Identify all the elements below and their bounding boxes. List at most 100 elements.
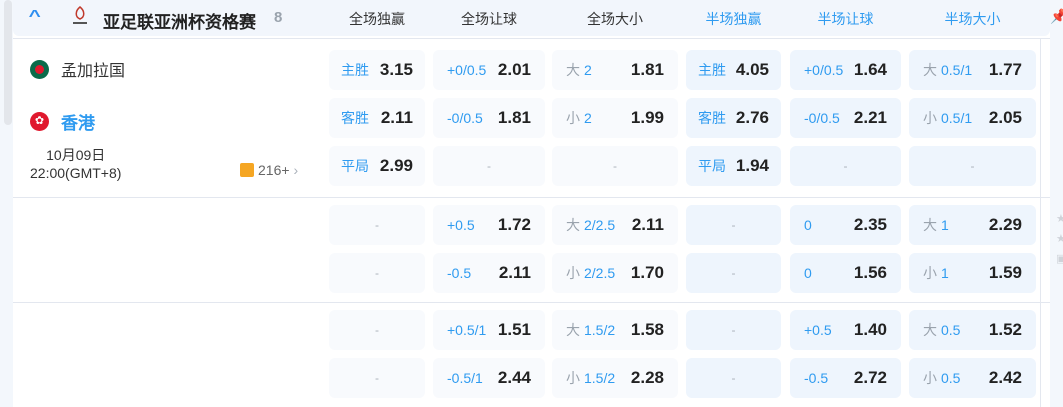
- away-team[interactable]: ✿ 香港: [30, 109, 95, 134]
- odds-cell: -: [329, 310, 425, 350]
- bet-line: -0.5/1: [447, 370, 483, 386]
- bet-line: 1: [941, 217, 949, 233]
- odds-cell[interactable]: +0.5 1.40: [790, 310, 901, 350]
- odds-value: 2.72: [853, 368, 887, 387]
- odds-cell[interactable]: -0/0.5 2.21: [790, 98, 901, 138]
- odds-cell[interactable]: +0/0.5 2.01: [433, 50, 545, 90]
- bet-line: 2: [584, 62, 592, 78]
- odds-cell: -: [790, 146, 901, 186]
- bet-side: 大: [923, 322, 937, 338]
- divider: [13, 38, 1050, 39]
- bet-side: 大: [923, 217, 937, 233]
- odds-cell: -: [552, 146, 678, 186]
- bet-line: 平局: [698, 158, 726, 174]
- star-icon[interactable]: ★: [1056, 233, 1063, 245]
- odds-cell[interactable]: 客胜 2.11: [329, 98, 425, 138]
- bet-side: 小: [923, 265, 937, 281]
- bet-line: +0/0.5: [804, 62, 844, 78]
- odds-cell[interactable]: 小 2 1.99: [552, 98, 678, 138]
- odds-cell[interactable]: 小 0.5/1 2.05: [909, 98, 1036, 138]
- bet-line: +0.5: [447, 217, 475, 233]
- odds-cell[interactable]: 0 1.56: [790, 253, 901, 293]
- odds-cell[interactable]: -0.5/1 2.44: [433, 358, 545, 398]
- odds-cell[interactable]: +0.5/1 1.51: [433, 310, 545, 350]
- odds-cell[interactable]: 小 1.5/2 2.28: [552, 358, 678, 398]
- odds-cell: -: [686, 358, 781, 398]
- empty-odds: -: [613, 159, 617, 173]
- more-markets-link[interactable]: 216+ ›: [240, 162, 298, 178]
- divider: [13, 197, 1050, 198]
- bet-line: 1.5/2: [584, 370, 616, 386]
- bet-line: 1.5/2: [584, 322, 616, 338]
- odds-cell[interactable]: 客胜 2.76: [686, 98, 781, 138]
- odds-value: 1.70: [630, 263, 664, 282]
- odds-cell: -: [329, 205, 425, 245]
- odds-cell[interactable]: 大 2/2.5 2.11: [552, 205, 678, 245]
- odds-value: 1.72: [497, 215, 531, 234]
- odds-value: 2.42: [988, 368, 1022, 387]
- bet-line: 客胜: [698, 110, 726, 126]
- bet-line: 0.5: [941, 370, 961, 386]
- bet-line: 客胜: [341, 110, 369, 126]
- home-team[interactable]: 孟加拉国: [30, 57, 125, 81]
- empty-odds: -: [731, 323, 736, 337]
- scrollbar[interactable]: [4, 0, 12, 125]
- empty-odds: -: [375, 266, 379, 280]
- odds-cell[interactable]: 小 2/2.5 1.70: [552, 253, 678, 293]
- odds-value: 1.52: [988, 320, 1022, 339]
- match-datetime: 10月09日 22:00(GMT+8): [30, 146, 121, 182]
- odds-cell[interactable]: 主胜 4.05: [686, 50, 781, 90]
- odds-value: 1.64: [853, 60, 887, 79]
- column-header: 全场独赢: [349, 11, 405, 27]
- odds-value: 2.28: [630, 368, 664, 387]
- empty-odds: -: [731, 218, 736, 232]
- odds-cell[interactable]: 平局 1.94: [686, 146, 781, 186]
- stats-icon[interactable]: ▣: [1056, 253, 1063, 265]
- odds-cell: -: [686, 205, 781, 245]
- bet-side: 小: [566, 370, 580, 386]
- odds-cell[interactable]: 小 0.5 2.42: [909, 358, 1036, 398]
- away-team-name: 香港: [61, 114, 95, 133]
- odds-value: 1.40: [853, 320, 887, 339]
- odds-cell[interactable]: 小 1 1.59: [909, 253, 1036, 293]
- odds-cell[interactable]: 大 1 2.29: [909, 205, 1036, 245]
- odds-cell[interactable]: -0/0.5 1.81: [433, 98, 545, 138]
- odds-cell[interactable]: 主胜 3.15: [329, 50, 425, 90]
- bet-side: 大: [566, 217, 580, 233]
- pin-icon[interactable]: ★: [1056, 213, 1063, 225]
- pin-icon[interactable]: 📌: [1050, 8, 1063, 24]
- odds-cell[interactable]: 0 2.35: [790, 205, 901, 245]
- odds-cell[interactable]: 平局 2.99: [329, 146, 425, 186]
- divider: [1040, 38, 1041, 407]
- league-header[interactable]: [13, 0, 1050, 36]
- bet-line: +0/0.5: [447, 62, 487, 78]
- league-title: 亚足联亚洲杯资格赛: [103, 13, 256, 32]
- odds-value: 2.11: [380, 108, 413, 127]
- bet-line: 0: [804, 217, 812, 233]
- odds-cell[interactable]: 大 2 1.81: [552, 50, 678, 90]
- collapse-chevron-icon[interactable]: ^: [28, 8, 41, 25]
- bet-line: 0.5/1: [941, 62, 973, 78]
- odds-cell[interactable]: 大 0.5/1 1.77: [909, 50, 1036, 90]
- odds-cell: -: [329, 358, 425, 398]
- odds-cell: -: [433, 146, 545, 186]
- odds-cell[interactable]: +0/0.5 1.64: [790, 50, 901, 90]
- bet-line: 1: [941, 265, 949, 281]
- odds-cell[interactable]: -0.5 2.72: [790, 358, 901, 398]
- odds-value: 4.05: [735, 60, 769, 79]
- empty-odds: -: [970, 159, 975, 173]
- empty-odds: -: [375, 218, 379, 232]
- bangladesh-flag-icon: [30, 59, 49, 79]
- odds-value: 1.94: [735, 156, 769, 175]
- bet-side: 大: [566, 62, 580, 78]
- odds-value: 1.99: [630, 108, 664, 127]
- odds-cell[interactable]: 大 0.5 1.52: [909, 310, 1036, 350]
- bet-line: +0.5/1: [447, 322, 487, 338]
- odds-cell[interactable]: +0.5 1.72: [433, 205, 545, 245]
- empty-odds: -: [487, 159, 491, 173]
- odds-cell[interactable]: -0.5 2.11: [433, 253, 545, 293]
- odds-value: 2.44: [497, 368, 531, 387]
- odds-value: 2.99: [379, 156, 413, 175]
- odds-cell[interactable]: 大 1.5/2 1.58: [552, 310, 678, 350]
- bet-line: -0/0.5: [447, 110, 483, 126]
